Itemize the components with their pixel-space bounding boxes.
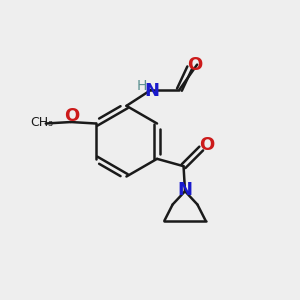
Text: O: O — [188, 56, 203, 74]
Text: CH₃: CH₃ — [30, 116, 53, 128]
Text: H: H — [137, 79, 147, 93]
Text: O: O — [200, 136, 215, 154]
Text: N: N — [178, 181, 193, 199]
Text: N: N — [145, 82, 160, 100]
Text: O: O — [64, 106, 79, 124]
